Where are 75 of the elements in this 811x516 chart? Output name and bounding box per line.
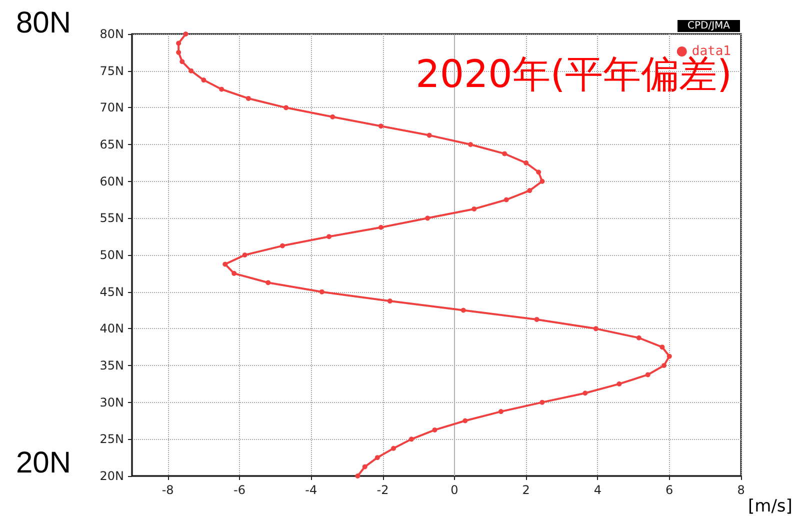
point — [462, 418, 468, 424]
point — [280, 243, 285, 248]
y-tick-label: 30N — [100, 395, 124, 410]
point — [219, 86, 224, 92]
point — [498, 409, 504, 414]
point — [222, 262, 228, 267]
text: 80N — [16, 6, 72, 40]
point — [326, 234, 332, 240]
point — [362, 464, 368, 470]
text: CPD/JMA — [688, 20, 730, 32]
point — [540, 400, 545, 405]
point — [426, 132, 432, 138]
point — [425, 216, 430, 221]
point — [636, 335, 642, 340]
point — [266, 280, 271, 286]
point — [645, 372, 650, 378]
point — [374, 455, 380, 460]
x-tick-label: -6 — [233, 483, 246, 497]
point — [527, 188, 532, 194]
point — [391, 446, 396, 451]
point — [330, 114, 336, 120]
point — [472, 206, 477, 212]
point — [188, 68, 194, 74]
y-tick-label: 65N — [100, 138, 124, 152]
y-tick-label: 75N — [100, 64, 124, 78]
x-tick-label: 4 — [594, 483, 602, 497]
point — [660, 344, 665, 350]
y-tick-label: 55N — [100, 211, 124, 226]
point — [534, 316, 540, 322]
text: 20N — [16, 446, 72, 480]
x-tick-label: 0 — [450, 483, 458, 497]
x-axis-title: [m/s] — [748, 496, 792, 516]
x-tick-label: 6 — [666, 483, 674, 497]
point — [246, 96, 251, 101]
point — [201, 78, 206, 83]
point — [180, 59, 185, 64]
point — [183, 32, 188, 36]
y-tick-label: 25N — [100, 432, 124, 446]
point — [319, 289, 324, 294]
y-tick-label: 40N — [100, 322, 124, 336]
x-tick-label: -8 — [162, 483, 174, 497]
point — [666, 354, 672, 359]
point — [524, 160, 529, 166]
y-tick-label: 70N — [100, 100, 124, 115]
point — [504, 197, 509, 202]
point — [232, 270, 237, 276]
x-tick-label: 2 — [522, 483, 530, 497]
point — [616, 381, 622, 386]
x-tick-label: 8 — [737, 483, 745, 497]
y-tick-label: 80N — [100, 27, 124, 41]
point — [242, 252, 248, 258]
point — [176, 50, 182, 55]
point — [176, 40, 182, 46]
point — [593, 326, 598, 332]
point — [536, 170, 542, 175]
y-tick-label: 35N — [100, 358, 124, 372]
x-tick-label: -4 — [305, 483, 318, 497]
point — [378, 224, 384, 230]
point — [378, 124, 384, 129]
y-tick-label: 20N — [100, 469, 124, 483]
point — [661, 363, 666, 368]
point — [432, 427, 438, 432]
point — [460, 308, 466, 313]
point — [387, 298, 392, 304]
point — [582, 390, 588, 396]
y-tick-label: 60N — [100, 174, 124, 188]
point — [355, 474, 360, 478]
point — [408, 436, 414, 442]
point — [540, 178, 545, 184]
x-tick-label: -2 — [376, 483, 389, 497]
point — [502, 151, 508, 156]
point — [468, 142, 474, 147]
y-tick-label: 45N — [100, 284, 124, 299]
point — [284, 105, 289, 110]
y-tick-label: 50N — [100, 248, 124, 262]
